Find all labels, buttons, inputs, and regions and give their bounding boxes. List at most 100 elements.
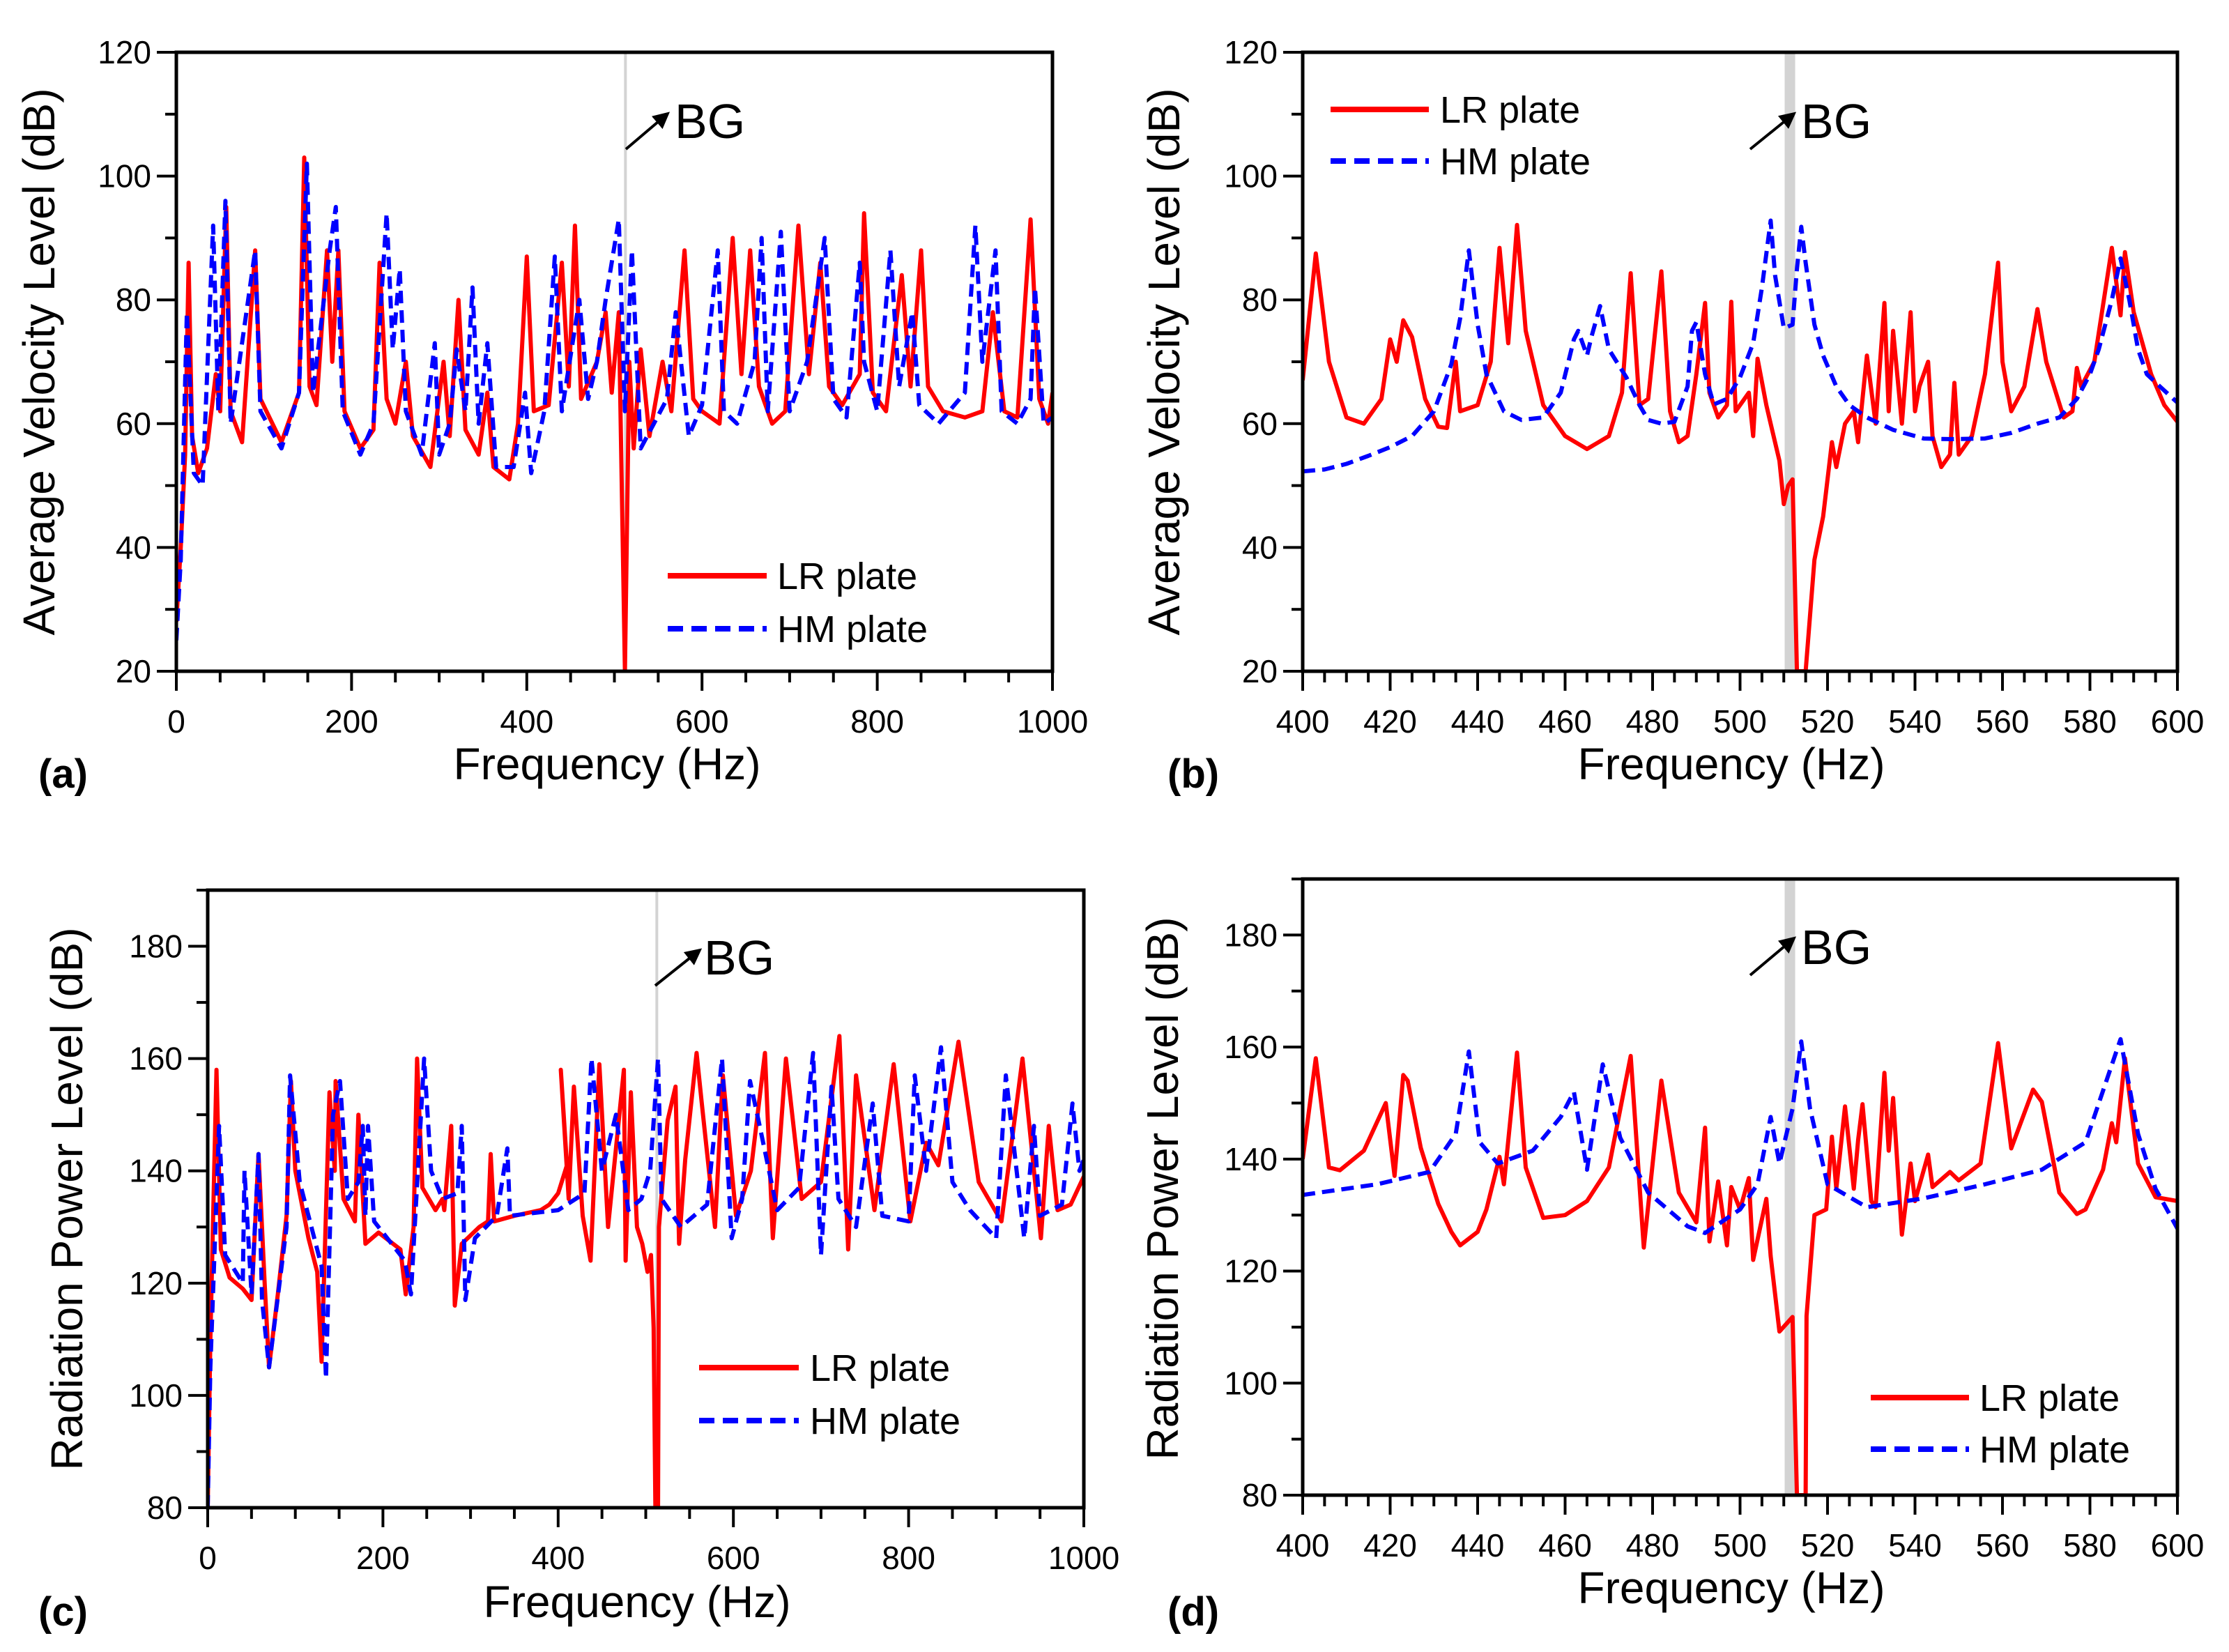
x-tick-label: 480 xyxy=(1626,703,1680,740)
series-lr-plate xyxy=(208,1034,1084,1508)
series-lr-plate xyxy=(1303,222,2177,671)
x-tick-label: 400 xyxy=(531,1540,585,1576)
plot-area xyxy=(1301,50,2180,673)
y-tick-label: 180 xyxy=(129,928,183,965)
panel-d: Radiation Power Level (dB) Frequency (Hz… xyxy=(1138,877,2205,1635)
series-hm-plate xyxy=(1303,218,2177,474)
x-axis-title: Frequency (Hz) xyxy=(1578,739,1885,789)
x-tick-label: 460 xyxy=(1538,703,1592,740)
y-tick-label: 100 xyxy=(129,1377,183,1414)
y-axis-title: Average Velocity Level (dB) xyxy=(14,88,64,635)
y-tick-label: 160 xyxy=(1224,1029,1278,1065)
band-gap-arrow xyxy=(1749,112,1797,151)
x-tick-label: 800 xyxy=(850,703,904,740)
series-group xyxy=(1303,1037,2177,1495)
legend-label-lr: LR plate xyxy=(1979,1377,2120,1419)
x-tick-label: 520 xyxy=(1801,703,1855,740)
y-tick-label: 100 xyxy=(1224,158,1278,194)
x-axis-title: Frequency (Hz) xyxy=(1578,1563,1885,1613)
x-tick-label: 600 xyxy=(707,1540,760,1576)
x-tick-label: 400 xyxy=(1276,703,1330,740)
x-tick-label: 200 xyxy=(356,1540,410,1576)
band-gap-label: BG xyxy=(704,931,774,985)
y-tick-label: 40 xyxy=(1242,529,1278,565)
legend: LR plate HM plate xyxy=(1331,89,1591,183)
x-tick-label: 440 xyxy=(1451,703,1505,740)
series-hm-plate xyxy=(176,161,1052,641)
x-tick-label: 420 xyxy=(1363,703,1417,740)
y-tick-label: 80 xyxy=(1242,282,1278,318)
y-tick-label: 120 xyxy=(129,1265,183,1301)
y-axis-title: Radiation Power Level (dB) xyxy=(42,927,92,1470)
band-gap-arrow xyxy=(1749,936,1797,977)
y-tick-label: 20 xyxy=(1242,653,1278,689)
legend-label-lr: LR plate xyxy=(810,1347,950,1389)
x-axis-title: Frequency (Hz) xyxy=(484,1577,791,1627)
x-tick-label: 600 xyxy=(2151,1527,2205,1563)
x-tick-label: 0 xyxy=(199,1540,217,1576)
y-tick-label: 60 xyxy=(1242,406,1278,442)
legend-label-hm: HM plate xyxy=(1979,1429,2130,1471)
legend-label-hm: HM plate xyxy=(810,1400,960,1442)
x-tick-label: 560 xyxy=(1976,703,2030,740)
x-tick-label: 800 xyxy=(882,1540,935,1576)
legend: LR plate HM plate xyxy=(668,556,928,650)
y-axis-title: Average Velocity Level (dB) xyxy=(1139,88,1189,635)
y-tick-label: 80 xyxy=(1242,1477,1278,1513)
x-tick-label: 440 xyxy=(1451,1527,1505,1563)
series-hm-plate xyxy=(208,1045,1084,1508)
panel-label: (b) xyxy=(1167,751,1219,797)
band-gap-arrow xyxy=(625,112,671,151)
y-tick-label: 100 xyxy=(1224,1365,1278,1401)
x-tick-label: 540 xyxy=(1888,703,1942,740)
series-hm-plate xyxy=(1303,1037,2177,1235)
y-axis-title: Radiation Power Level (dB) xyxy=(1138,917,1188,1460)
x-tick-label: 1000 xyxy=(1017,703,1088,740)
band-gap-region xyxy=(655,890,659,1508)
x-axis-title: Frequency (Hz) xyxy=(454,739,761,789)
y-tick-label: 160 xyxy=(129,1041,183,1077)
y-tick-label: 120 xyxy=(98,34,151,70)
plot-area xyxy=(174,50,1055,673)
band-gap-arrow xyxy=(654,948,703,987)
legend-label-hm: HM plate xyxy=(777,609,928,650)
legend-label-lr: LR plate xyxy=(777,556,917,597)
x-tick-label: 1000 xyxy=(1048,1540,1119,1576)
x-tick-label: 600 xyxy=(2151,703,2205,740)
panel-c: Radiation Power Level (dB) Frequency (Hz… xyxy=(38,888,1119,1635)
band-gap-label: BG xyxy=(675,94,745,148)
y-tick-label: 40 xyxy=(116,529,151,565)
band-gap-label: BG xyxy=(1801,94,1871,148)
panel-label: (d) xyxy=(1167,1589,1219,1635)
legend-label-lr: LR plate xyxy=(1440,89,1580,131)
series-group xyxy=(176,155,1052,671)
x-tick-label: 400 xyxy=(1276,1527,1330,1563)
y-tick-label: 100 xyxy=(98,158,151,194)
x-tick-label: 500 xyxy=(1713,703,1767,740)
series-lr-plate xyxy=(1303,1041,2177,1495)
x-tick-label: 400 xyxy=(500,703,553,740)
y-tick-label: 80 xyxy=(147,1490,183,1526)
y-tick-label: 60 xyxy=(116,406,151,442)
y-tick-label: 140 xyxy=(129,1153,183,1189)
y-tick-label: 120 xyxy=(1224,34,1278,70)
x-tick-label: 580 xyxy=(2063,703,2117,740)
legend: LR plate HM plate xyxy=(699,1347,960,1442)
y-tick-label: 120 xyxy=(1224,1253,1278,1290)
x-tick-label: 200 xyxy=(325,703,378,740)
y-tick-label: 80 xyxy=(116,282,151,318)
series-group xyxy=(1303,218,2177,671)
band-gap-label: BG xyxy=(1801,920,1871,974)
x-tick-label: 580 xyxy=(2063,1527,2117,1563)
x-tick-label: 520 xyxy=(1801,1527,1855,1563)
legend: LR plate HM plate xyxy=(1871,1377,2130,1471)
x-tick-label: 480 xyxy=(1626,1527,1680,1563)
panel-label: (a) xyxy=(38,751,88,797)
y-tick-label: 140 xyxy=(1224,1141,1278,1177)
series-group xyxy=(208,1034,1084,1508)
x-tick-label: 420 xyxy=(1363,1527,1417,1563)
panel-a: Average Velocity Level (dB) Frequency (H… xyxy=(14,34,1088,797)
x-tick-label: 0 xyxy=(167,703,185,740)
x-tick-label: 500 xyxy=(1713,1527,1767,1563)
